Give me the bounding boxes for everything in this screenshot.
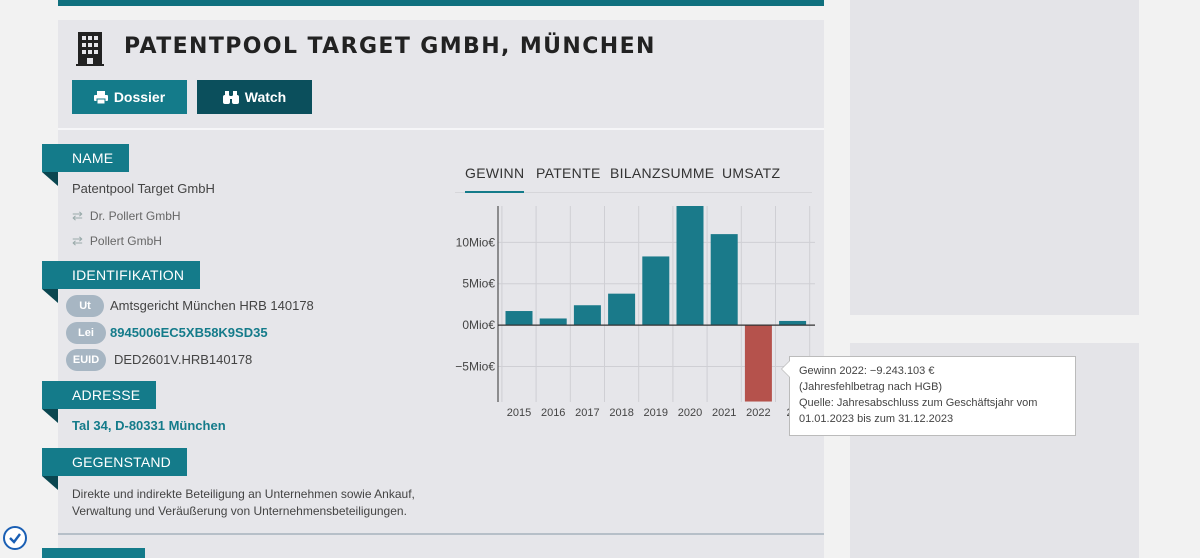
watch-button[interactable]: Watch — [197, 80, 312, 114]
chart-bar — [505, 311, 533, 326]
tooltip-line: Quelle: Jahresabschluss zum Geschäftsjah… — [799, 397, 1038, 409]
print-icon — [93, 90, 108, 104]
chart-tabs: GEWINN PATENTE BILANZSUMME UMSATZ — [455, 158, 812, 193]
divider — [58, 128, 824, 130]
dossier-button[interactable]: Dossier — [72, 80, 187, 114]
x-tick-label: 2015 — [507, 407, 531, 419]
purpose-text: Direkte und indirekte Beteiligung an Unt… — [72, 487, 415, 518]
section-label-text: NAME — [72, 150, 114, 166]
section-label-text: GEGENSTAND — [72, 454, 171, 470]
x-tick-label: 2016 — [541, 407, 565, 419]
x-tick-label: 2017 — [575, 407, 599, 419]
x-tick-label: 2022 — [746, 407, 770, 419]
binoculars-icon — [222, 90, 239, 104]
chart-bar — [744, 325, 772, 402]
tooltip-line: 01.01.2023 bis zum 31.12.2023 — [799, 413, 954, 425]
building-icon — [76, 32, 104, 66]
address-link[interactable]: Tal 34, D-80331 München — [72, 418, 226, 433]
x-tick-label: 2018 — [609, 407, 633, 419]
chart-bar — [779, 320, 807, 326]
y-tick-label: 10Mio€ — [456, 235, 496, 249]
tooltip-line: (Jahresfehlbetrag nach HGB) — [799, 381, 943, 393]
lei-link[interactable]: 8945006EC5XB58K9SD35 — [110, 325, 268, 340]
right-sidebar-panel-top — [850, 0, 1139, 315]
y-tick-label: 0Mio€ — [462, 318, 495, 332]
section-label-address: ADRESSE — [42, 381, 157, 423]
chart-tooltip: Gewinn 2022: −9.243.103 € (Jahresfehlbet… — [789, 356, 1076, 436]
tooltip-line: Gewinn 2022: −9.243.103 € — [799, 365, 935, 377]
y-tick-label: −5Mio€ — [455, 359, 495, 373]
x-tick-label: 2021 — [712, 407, 736, 419]
tooltip-arrow-fill — [782, 361, 790, 377]
dossier-label: Dossier — [113, 89, 166, 105]
chart-bar — [608, 293, 636, 326]
badge-ut: Ut — [66, 295, 104, 317]
section-label-purpose: GEGENSTAND — [42, 448, 187, 490]
chart-bar — [573, 305, 601, 326]
tab-gewinn[interactable]: GEWINN — [465, 165, 525, 193]
former-name: ⇄ Dr. Pollert GmbH — [72, 208, 181, 224]
euid-value: DED2601V.HRB140178 — [114, 352, 253, 367]
divider — [58, 533, 824, 535]
section-label-text: IDENTIFIKATION — [72, 267, 185, 283]
chart-bar — [642, 256, 670, 326]
section-label-identification: IDENTIFIKATION — [42, 261, 201, 303]
swap-arrows-icon: ⇄ — [72, 208, 83, 223]
tab-patente[interactable]: PATENTE — [536, 165, 601, 181]
top-accent-bar — [58, 0, 824, 6]
former-name: ⇄ Pollert GmbH — [72, 233, 162, 249]
profit-chart: 10Mio€ 5Mio€ 0Mio€ −5Mio€ 2015 2016 2017 2018 20… — [455, 206, 815, 419]
badge-lei: Lei — [66, 322, 106, 344]
former-name-text: Pollert GmbH — [89, 234, 162, 248]
swap-arrows-icon: ⇄ — [72, 233, 83, 248]
section-label-name: NAME — [42, 144, 130, 186]
check-badge-icon[interactable] — [3, 526, 27, 550]
y-tick-label: 5Mio€ — [462, 277, 495, 291]
page-title: PATENTPOOL TARGET GMBH, MÜNCHEN — [124, 34, 656, 59]
chart-bar — [539, 318, 567, 326]
company-name: Patentpool Target GmbH — [72, 181, 215, 196]
x-tick-label: 2020 — [678, 407, 702, 419]
tab-umsatz[interactable]: UMSATZ — [722, 165, 781, 181]
section-label-text: ADRESSE — [72, 387, 141, 403]
x-tick-label: 2019 — [644, 407, 668, 419]
chart-bar — [710, 234, 738, 326]
check-icon — [9, 533, 21, 544]
tab-bilanzsumme[interactable]: BILANZSUMME — [610, 165, 715, 181]
section-label-next — [42, 548, 145, 558]
chart-bar — [676, 206, 704, 326]
former-name-text: Dr. Pollert GmbH — [89, 209, 181, 223]
watch-label: Watch — [244, 89, 287, 105]
badge-euid: EUID — [66, 349, 106, 371]
register-court: Amtsgericht München HRB 140178 — [110, 298, 314, 313]
